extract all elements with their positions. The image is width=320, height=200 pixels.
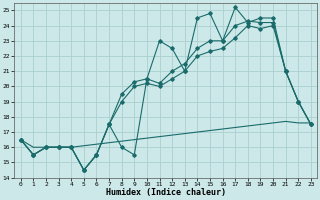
- X-axis label: Humidex (Indice chaleur): Humidex (Indice chaleur): [106, 188, 226, 197]
